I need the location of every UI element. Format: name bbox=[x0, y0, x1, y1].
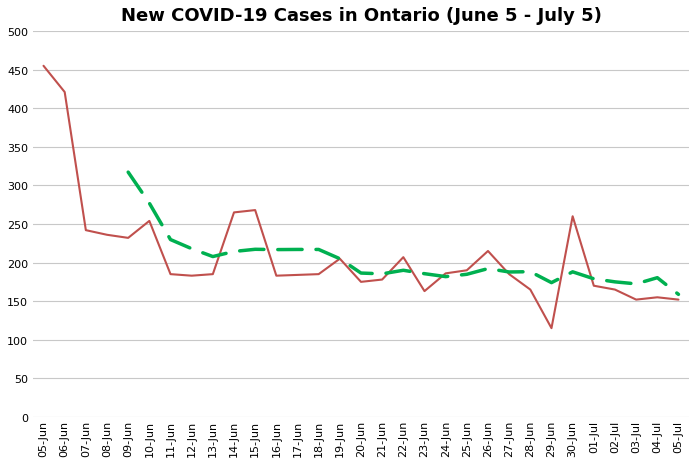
Title: New COVID-19 Cases in Ontario (June 5 - July 5): New COVID-19 Cases in Ontario (June 5 - … bbox=[120, 7, 601, 25]
